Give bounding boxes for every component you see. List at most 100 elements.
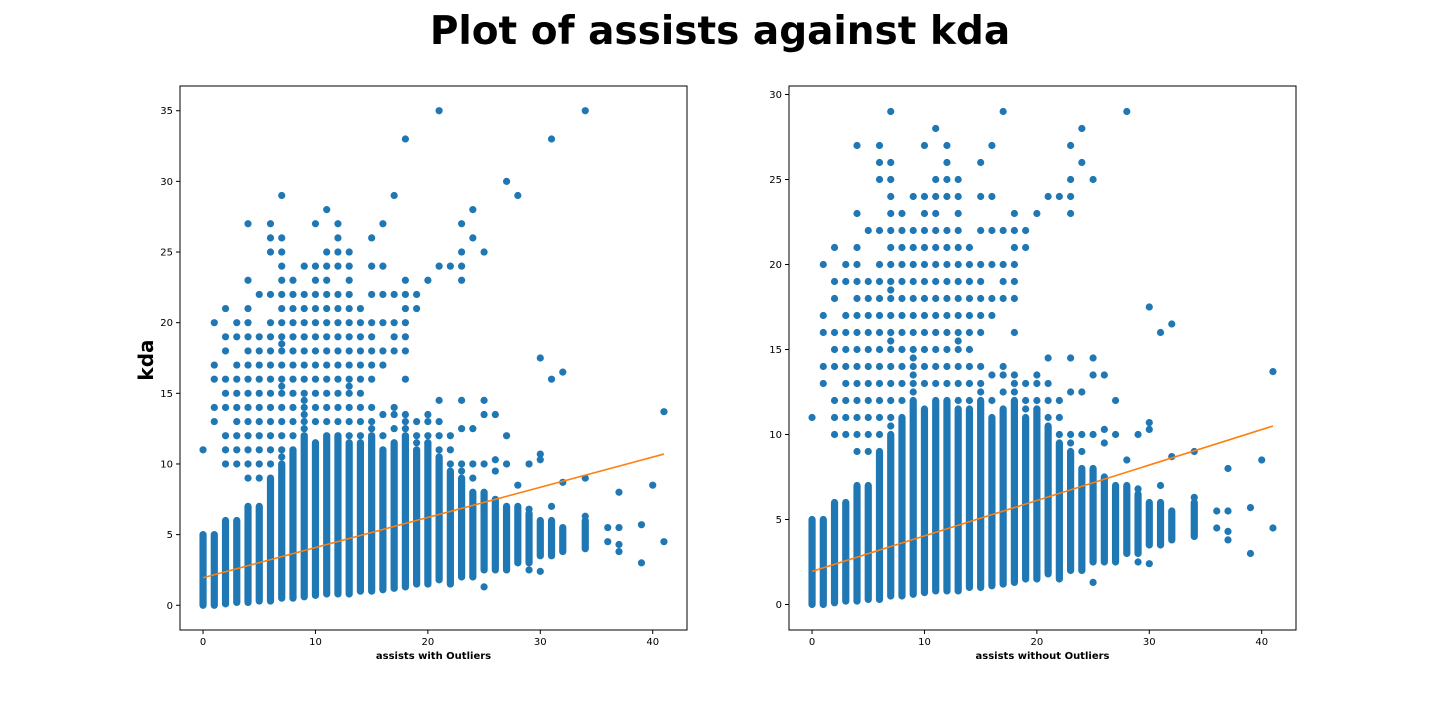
data-point — [266, 347, 275, 355]
data-point — [345, 347, 353, 355]
data-point — [954, 226, 962, 235]
data-point — [909, 388, 917, 396]
data-point — [988, 311, 996, 320]
data-point — [604, 523, 612, 532]
data-point — [469, 474, 477, 482]
data-point — [1010, 209, 1018, 218]
data-point — [1055, 396, 1063, 405]
y-tick-label: 35 — [160, 106, 173, 117]
data-point — [1224, 536, 1232, 544]
data-point — [323, 290, 331, 299]
data-point — [909, 294, 917, 303]
data-point — [1055, 413, 1063, 422]
data-point — [278, 262, 286, 270]
data-point — [356, 319, 365, 327]
data-point — [255, 290, 263, 299]
data-point — [977, 328, 985, 337]
data-point — [368, 417, 376, 426]
data-point — [480, 248, 488, 256]
data-point — [909, 243, 917, 252]
data-point — [853, 311, 861, 320]
data-point — [278, 304, 286, 313]
data-point — [401, 375, 409, 383]
data-point — [965, 311, 974, 320]
data-point — [909, 354, 917, 362]
data-point — [954, 260, 962, 269]
data-point — [278, 276, 286, 284]
data-point — [368, 290, 376, 299]
data-point — [547, 375, 556, 383]
data-point — [1145, 425, 1153, 433]
y-tick-label: 20 — [769, 260, 782, 271]
data-point — [1010, 388, 1018, 396]
data-point — [311, 290, 320, 299]
data-point — [887, 158, 895, 167]
data-point — [1269, 524, 1277, 532]
data-point — [615, 523, 623, 532]
x-tick-label: 30 — [1143, 637, 1156, 648]
data-point — [424, 432, 432, 440]
data-point — [480, 583, 488, 591]
data-point — [525, 566, 533, 574]
data-point — [289, 375, 297, 383]
data-point — [864, 430, 872, 439]
data-point — [1078, 430, 1086, 439]
data-point — [401, 347, 409, 355]
data-point — [965, 260, 974, 269]
data-point — [1033, 396, 1041, 405]
x-tick-label: 40 — [1255, 637, 1268, 648]
data-point — [424, 439, 432, 447]
data-point — [311, 262, 320, 270]
data-point — [581, 107, 589, 115]
data-point — [278, 403, 286, 412]
data-point — [920, 141, 929, 150]
data-point — [345, 417, 353, 426]
data-point — [943, 243, 951, 252]
data-point — [988, 226, 996, 235]
data-point — [289, 403, 297, 412]
data-point — [909, 226, 917, 235]
data-point — [954, 175, 962, 184]
data-point — [1134, 485, 1142, 493]
data-point — [909, 277, 917, 286]
data-point — [300, 396, 308, 404]
data-point — [311, 417, 320, 426]
data-point — [233, 361, 241, 369]
data-point — [977, 192, 985, 201]
data-point — [920, 226, 929, 235]
data-point — [334, 403, 342, 412]
data-point — [864, 311, 872, 320]
data-point — [278, 446, 286, 454]
axes-frame — [788, 85, 1297, 631]
data-point — [943, 260, 951, 269]
data-point — [379, 432, 387, 440]
data-point — [345, 432, 353, 440]
data-point — [887, 379, 895, 388]
data-point — [255, 361, 263, 369]
data-point — [368, 425, 376, 433]
data-point — [920, 328, 929, 337]
data-point — [356, 417, 365, 426]
data-point — [875, 362, 884, 371]
x-tick-label: 0 — [809, 637, 815, 648]
data-point — [999, 277, 1007, 286]
y-tick-label: 0 — [167, 601, 173, 612]
data-point — [424, 417, 432, 426]
data-point — [289, 276, 297, 284]
data-point — [368, 333, 376, 341]
figure-title: Plot of assists against kda — [429, 9, 1011, 54]
data-point — [323, 389, 331, 397]
data-point — [875, 379, 884, 388]
data-point — [943, 294, 951, 303]
data-point — [819, 311, 827, 320]
data-point — [977, 311, 985, 320]
data-point — [1089, 175, 1097, 184]
data-point — [875, 345, 884, 354]
y-tick-label: 20 — [160, 318, 173, 329]
data-point — [266, 319, 275, 327]
data-point — [842, 413, 850, 422]
data-point — [932, 277, 940, 286]
data-point — [864, 328, 872, 337]
